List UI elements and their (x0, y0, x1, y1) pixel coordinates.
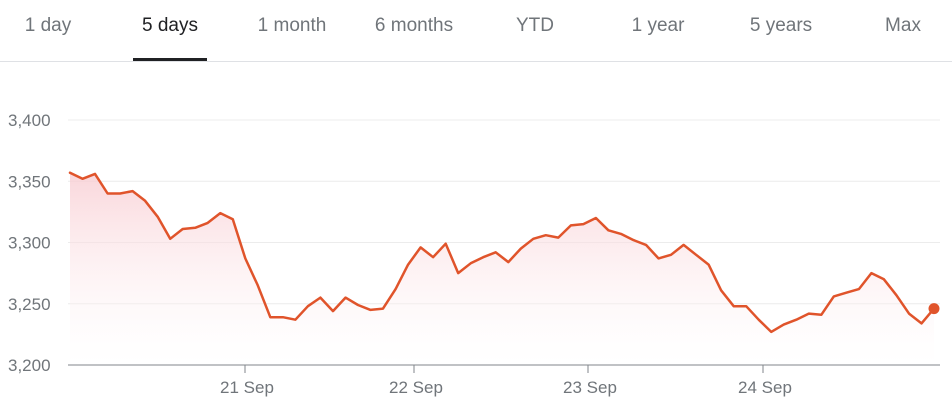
latest-price-dot (928, 303, 940, 315)
x-tick-label: 24 Sep (738, 378, 792, 397)
tab-1-month[interactable]: 1 month (257, 15, 327, 36)
y-tick-label: 3,250 (8, 295, 51, 314)
tab-5-days[interactable]: 5 days (142, 15, 198, 36)
x-tick-label: 21 Sep (220, 378, 274, 397)
y-tick-label: 3,400 (8, 111, 51, 130)
y-tick-label: 3,300 (8, 234, 51, 253)
tab-5-years[interactable]: 5 years (749, 15, 813, 36)
y-tick-label: 3,200 (8, 356, 51, 375)
time-range-tabs: 1 day 5 days 1 month 6 months YTD 1 year… (0, 0, 952, 62)
tab-1-day[interactable]: 1 day (24, 15, 72, 36)
y-tick-label: 3,350 (8, 172, 51, 191)
tab-6-months[interactable]: 6 months (374, 15, 454, 36)
price-chart: 3,400 3,350 3,300 3,250 3,200 21 Sep 22 Sep 23 … (8, 111, 940, 397)
tab-ytd[interactable]: YTD (516, 15, 554, 36)
active-tab-indicator (133, 58, 207, 61)
x-tick-label: 23 Sep (563, 378, 617, 397)
price-line (68, 171, 936, 334)
x-tick-label: 22 Sep (389, 378, 443, 397)
price-area-fill (70, 172, 934, 365)
tab-1-year[interactable]: 1 year (631, 15, 685, 36)
tab-max[interactable]: Max (885, 15, 921, 36)
